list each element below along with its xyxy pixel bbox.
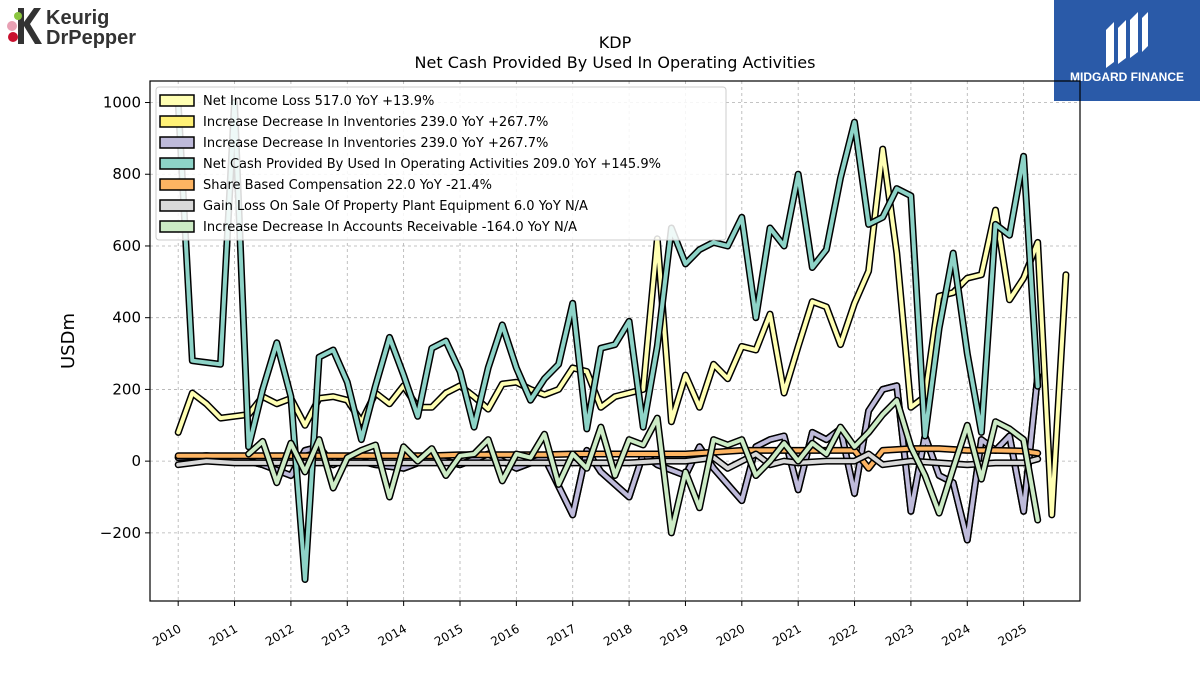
legend-swatch — [159, 178, 195, 191]
legend-label: Increase Decrease In Inventories 239.0 Y… — [203, 115, 548, 130]
series-line-6 — [245, 396, 1042, 537]
series-stroke — [176, 147, 1068, 517]
x-tick-label: 2018 — [601, 621, 634, 648]
x-tick-label: 2016 — [488, 621, 521, 648]
x-tick-label: 2024 — [939, 621, 972, 648]
y-tick-label: −200 — [100, 524, 141, 542]
legend-entry: Gain Loss On Sale Of Property Plant Equi… — [159, 199, 588, 214]
legend-swatch — [159, 136, 195, 149]
keurig-dr-pepper-logo: Keurig DrPepper — [7, 7, 136, 48]
x-tick-label: 2019 — [658, 621, 691, 648]
y-tick-label: 200 — [112, 380, 141, 398]
legend-label: Net Cash Provided By Used In Operating A… — [203, 157, 661, 172]
x-tick-label: 2010 — [150, 621, 183, 648]
legend-label: Net Income Loss 517.0 YoY +13.9% — [203, 94, 434, 109]
legend-entry: Net Cash Provided By Used In Operating A… — [159, 157, 661, 172]
logo-petal-pink — [7, 21, 17, 31]
series-stroke — [176, 100, 1040, 582]
logo-line2: DrPepper — [46, 27, 136, 48]
legend-swatch — [159, 157, 195, 170]
midgard-mark-icon: MIDGARD FINANCE — [1070, 12, 1184, 84]
legend-label: Gain Loss On Sale Of Property Plant Equi… — [203, 199, 588, 214]
logo-petal-red — [8, 32, 18, 42]
y-tick-label: 1000 — [103, 94, 141, 112]
y-tick-label: 0 — [131, 452, 141, 470]
y-tick-label: 400 — [112, 309, 141, 327]
x-tick-label: 2021 — [770, 621, 803, 648]
plot-frame — [149, 80, 1081, 602]
legend-swatch — [159, 220, 195, 233]
x-tick-label: 2025 — [996, 621, 1029, 648]
legend-label: Increase Decrease In Accounts Receivable… — [203, 220, 577, 235]
x-tick-label: 2011 — [207, 621, 240, 648]
legend-entry: Increase Decrease In Inventories 239.0 Y… — [159, 115, 548, 130]
series-stroke — [246, 398, 1040, 535]
chart-subtitle: Net Cash Provided By Used In Operating A… — [415, 53, 816, 72]
x-tick-label: 2017 — [545, 621, 578, 648]
series-line-0 — [174, 145, 1070, 519]
series-layer — [174, 99, 1070, 583]
x-axis: 2010 2011 2012 2013 2014 2015 2016 2017 2018 2019… — [150, 601, 1029, 649]
x-tick-label: 2023 — [883, 621, 916, 648]
legend-swatch — [159, 115, 195, 128]
x-tick-label: 2022 — [827, 621, 860, 648]
y-tick-label: 800 — [112, 165, 141, 183]
y-tick-label: 600 — [112, 237, 141, 255]
x-tick-label: 2012 — [263, 621, 296, 648]
legend-label: Increase Decrease In Inventories 239.0 Y… — [203, 136, 548, 151]
legend-box — [155, 86, 727, 241]
legend-entry: Increase Decrease In Accounts Receivable… — [159, 220, 577, 235]
x-tick-label: 2014 — [376, 621, 409, 648]
legend-swatch — [159, 94, 195, 107]
x-tick-label: 2020 — [714, 621, 747, 648]
logo-k-mark — [18, 8, 42, 44]
logo-petal-green — [14, 12, 22, 20]
legend: Net Income Loss 517.0 YoY +13.9% Increase… — [155, 86, 727, 241]
legend-label: Share Based Compensation 22.0 YoY -21.4% — [203, 178, 492, 193]
legend-entry: Net Income Loss 517.0 YoY +13.9% — [159, 94, 434, 109]
y-axis: −200 0 200 400 600 800 1000 — [100, 94, 150, 542]
series-line-4 — [174, 445, 1042, 472]
midgard-finance-logo: MIDGARD FINANCE — [1054, 0, 1200, 101]
midgard-name: MIDGARD FINANCE — [1070, 70, 1184, 84]
logo-line1: Keurig — [46, 7, 109, 29]
y-axis-label: USDm — [58, 313, 79, 369]
legend-entry: Share Based Compensation 22.0 YoY -21.4% — [159, 178, 492, 193]
x-tick-label: 2015 — [432, 621, 465, 648]
chart-title: KDP — [599, 33, 632, 52]
series-line-3 — [174, 99, 1042, 583]
x-tick-label: 2013 — [319, 621, 352, 648]
legend-swatch — [159, 199, 195, 212]
legend-entry: Increase Decrease In Inventories 239.0 Y… — [159, 136, 548, 151]
series-stroke — [176, 446, 1040, 471]
